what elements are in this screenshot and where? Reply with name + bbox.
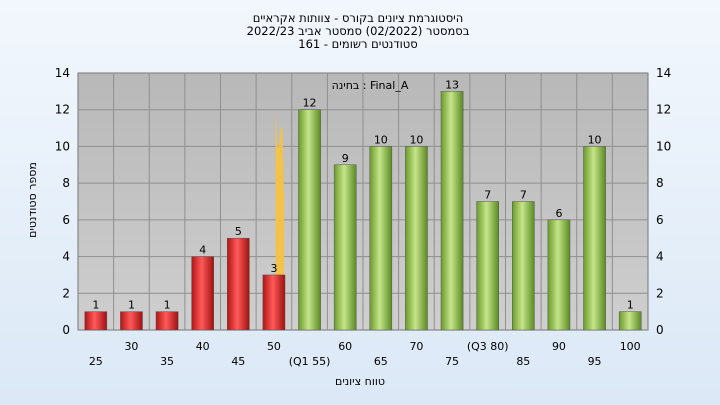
bar	[547, 219, 571, 331]
y-tick-left: 2	[62, 286, 70, 300]
bar-value-label: 1	[92, 299, 99, 312]
exam-annotation: בחינה : Final_A	[332, 79, 409, 92]
bar-value-label: 12	[303, 97, 317, 110]
y-tick-left: 4	[62, 250, 70, 264]
bar-value-label: 5	[235, 225, 242, 238]
bar	[369, 146, 393, 331]
y-axis-left-ticks: 0 2 4 6 8 10 12 14	[55, 66, 70, 337]
bar	[333, 164, 357, 331]
bar	[298, 109, 321, 331]
y-tick-left: 8	[62, 176, 70, 190]
bar-value-label: 4	[199, 244, 206, 257]
y-tick-right: 14	[656, 66, 671, 80]
bar	[227, 237, 250, 331]
bar	[84, 311, 108, 331]
y-tick-right: 4	[656, 250, 664, 264]
x-axis-title: טווח ציונים	[335, 375, 385, 388]
x-axis-ticks: 25 30 35 40 45 50 (Q1 55) 60 65 70 75 (Q3 80) 85 90 95…	[89, 340, 641, 368]
y-tick-left: 10	[55, 139, 70, 153]
x-tick-label: 35	[160, 355, 174, 368]
y-tick-left: 14	[55, 66, 70, 80]
x-tick-label: 85	[516, 355, 530, 368]
bar-value-label: 6	[555, 207, 562, 220]
bar	[155, 311, 179, 331]
bar-value-label: 1	[627, 299, 634, 312]
bar-value-label: 3	[270, 262, 277, 275]
bar-value-label: 7	[520, 189, 527, 202]
bars	[84, 91, 642, 331]
x-tick-label: 30	[124, 340, 138, 353]
bar	[191, 256, 214, 331]
y-tick-right: 10	[656, 139, 671, 153]
bar-value-labels: 1 1 1 4 5 3 12 9 10 10 13 7 7 6 10 1	[92, 78, 633, 311]
y-tick-right: 6	[656, 213, 664, 227]
bar	[440, 91, 464, 331]
bar	[618, 311, 642, 331]
bar-value-label: 1	[164, 299, 171, 312]
y-tick-left: 0	[62, 323, 70, 337]
bar-value-label: 10	[374, 133, 388, 146]
bar-value-label: 9	[342, 152, 349, 165]
bar	[583, 146, 606, 331]
x-tick-label: (Q1 55)	[289, 355, 331, 368]
y-tick-right: 8	[656, 176, 664, 190]
bar-value-label: 10	[409, 133, 423, 146]
x-tick-label: 45	[231, 355, 245, 368]
x-tick-label: 90	[552, 340, 566, 353]
title-line-1: היסטוגרמת ציונים בקורס - צוותות אקראיים	[253, 11, 464, 25]
y-axis-right-ticks: 0 2 4 6 8 10 12 14	[656, 66, 671, 337]
x-tick-label: 50	[267, 340, 281, 353]
x-tick-label: 95	[588, 355, 602, 368]
x-tick-label: 40	[196, 340, 210, 353]
bar-value-label: 13	[445, 78, 459, 91]
bar-value-label: 10	[588, 133, 602, 146]
bar-value-label: 7	[484, 189, 491, 202]
y-tick-right: 12	[656, 103, 671, 117]
bar-value-label: 1	[128, 299, 135, 312]
y-axis-title: מספר סטודנטים	[26, 162, 39, 238]
x-tick-label: 60	[338, 340, 352, 353]
y-tick-right: 2	[656, 286, 664, 300]
title-line-3: סטודנטים רשומים - 161	[298, 37, 417, 51]
x-tick-label: 100	[620, 340, 641, 353]
title-line-2: בסמסטר (02/2022) סמסטר אביב 2022/23	[247, 24, 470, 38]
bar	[476, 201, 499, 331]
y-tick-left: 6	[62, 213, 70, 227]
bar	[512, 201, 535, 331]
bar	[120, 311, 143, 331]
x-tick-label: 70	[409, 340, 423, 353]
x-tick-label: (Q3 80)	[467, 340, 509, 353]
x-tick-label: 25	[89, 355, 103, 368]
y-tick-left: 12	[55, 103, 70, 117]
y-tick-right: 0	[656, 323, 664, 337]
bar	[262, 274, 286, 331]
x-tick-label: 65	[374, 355, 388, 368]
bar	[405, 146, 428, 331]
x-tick-label: 75	[445, 355, 459, 368]
